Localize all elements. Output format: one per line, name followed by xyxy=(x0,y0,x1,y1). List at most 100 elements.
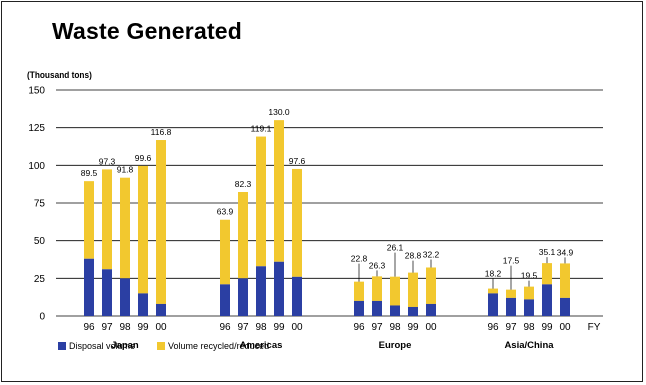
bar-recycled xyxy=(354,281,364,301)
legend-label-recycled: Volume recycled/reduced xyxy=(168,341,270,351)
legend-swatch-disposal xyxy=(58,342,66,350)
bar-disposal xyxy=(292,276,302,316)
bar-recycled xyxy=(372,276,382,301)
y-tick-label: 25 xyxy=(34,274,46,285)
value-label: 130.0 xyxy=(268,107,290,117)
legend-swatch-recycled xyxy=(157,342,166,350)
value-label: 97.3 xyxy=(99,156,116,166)
bar-recycled xyxy=(506,289,516,298)
bar-disposal xyxy=(524,299,534,316)
value-label: 26.1 xyxy=(387,243,404,253)
x-tick-label: 00 xyxy=(291,322,303,333)
chart-title: Waste Generated xyxy=(52,18,243,44)
x-tick-label: 00 xyxy=(425,322,437,333)
bar-disposal xyxy=(408,306,418,316)
bar-disposal xyxy=(506,297,516,316)
x-tick-label: 00 xyxy=(559,322,571,333)
y-tick-label: 75 xyxy=(34,199,46,210)
y-tick-label: 0 xyxy=(39,312,45,323)
legend-item-disposal: Disposal volume xyxy=(58,341,135,351)
y-axis-unit-label: (Thousand tons) xyxy=(27,70,92,80)
value-label: 35.1 xyxy=(539,247,556,257)
bar-disposal xyxy=(426,303,436,316)
value-label: 89.5 xyxy=(81,168,98,178)
bar-disposal xyxy=(488,293,498,316)
bar-disposal xyxy=(102,269,112,316)
x-tick-label: 98 xyxy=(523,322,535,333)
value-label: 119.1 xyxy=(251,124,272,134)
bar-disposal xyxy=(84,258,94,316)
bar-recycled xyxy=(524,286,534,300)
bar-recycled xyxy=(84,181,94,259)
x-tick-label: 99 xyxy=(137,322,149,333)
x-axis-label: FY xyxy=(588,322,601,333)
bar-recycled xyxy=(256,136,266,267)
y-tick-label: 125 xyxy=(28,123,45,134)
bar-recycled xyxy=(390,276,400,306)
bar-recycled xyxy=(292,168,302,277)
value-label: 26.3 xyxy=(369,260,386,270)
value-label: 99.6 xyxy=(135,153,152,163)
value-label: 19.5 xyxy=(521,271,538,281)
bar-recycled xyxy=(120,177,130,279)
x-tick-label: 97 xyxy=(371,322,383,333)
value-label: 22.8 xyxy=(351,254,368,264)
value-label: 17.5 xyxy=(503,256,520,266)
x-tick-label: 99 xyxy=(273,322,285,333)
legend-item-recycled: Volume recycled/reduced xyxy=(157,341,269,351)
bar-disposal xyxy=(372,300,382,316)
value-label: 97.6 xyxy=(289,156,306,166)
bar-disposal xyxy=(220,284,230,316)
value-label: 82.3 xyxy=(235,179,252,189)
value-label: 34.9 xyxy=(557,247,574,257)
value-label: 116.8 xyxy=(151,127,172,137)
y-tick-label: 50 xyxy=(34,236,46,247)
bar-recycled xyxy=(560,263,570,298)
group-label: Europe xyxy=(379,340,412,351)
value-label: 32.2 xyxy=(423,249,440,259)
y-tick-label: 100 xyxy=(28,161,45,172)
x-tick-label: 97 xyxy=(101,322,113,333)
bar-recycled xyxy=(426,267,436,304)
bar-recycled xyxy=(220,219,230,285)
x-tick-label: 00 xyxy=(155,322,167,333)
x-tick-label: 97 xyxy=(505,322,517,333)
bar-recycled xyxy=(408,272,418,307)
bar-disposal xyxy=(120,278,130,316)
legend-label-disposal: Disposal volume xyxy=(69,341,136,351)
bar-recycled xyxy=(138,165,148,294)
x-tick-label: 96 xyxy=(487,322,499,333)
legend: Disposal volume Volume recycled/reduced xyxy=(58,341,291,351)
bar-disposal xyxy=(354,300,364,316)
group-label: Asia/China xyxy=(504,340,554,351)
group-label: Japan xyxy=(111,340,139,351)
group-label: Americas xyxy=(240,340,283,351)
value-label: 18.2 xyxy=(485,269,502,279)
bar-disposal xyxy=(256,266,266,316)
bar-recycled xyxy=(542,263,552,285)
x-tick-label: 99 xyxy=(541,322,553,333)
bar-disposal xyxy=(138,293,148,316)
value-label: 63.9 xyxy=(217,207,234,217)
x-tick-label: 98 xyxy=(119,322,131,333)
bar-disposal xyxy=(542,284,552,316)
x-tick-label: 96 xyxy=(83,322,95,333)
bar-disposal xyxy=(274,261,284,316)
bar-disposal xyxy=(238,278,248,316)
x-tick-label: 98 xyxy=(255,322,267,333)
x-tick-label: 97 xyxy=(237,322,249,333)
y-tick-label: 150 xyxy=(28,86,45,97)
value-label: 28.8 xyxy=(405,251,422,261)
x-tick-label: 99 xyxy=(407,322,419,333)
value-label: 91.8 xyxy=(117,165,134,175)
bar-recycled xyxy=(102,169,112,270)
bar-disposal xyxy=(560,297,570,316)
bar-recycled xyxy=(488,288,498,294)
bar-disposal xyxy=(156,303,166,316)
x-tick-label: 96 xyxy=(219,322,231,333)
bar-recycled xyxy=(156,140,166,304)
bar-disposal xyxy=(390,305,400,316)
x-tick-label: 98 xyxy=(389,322,401,333)
